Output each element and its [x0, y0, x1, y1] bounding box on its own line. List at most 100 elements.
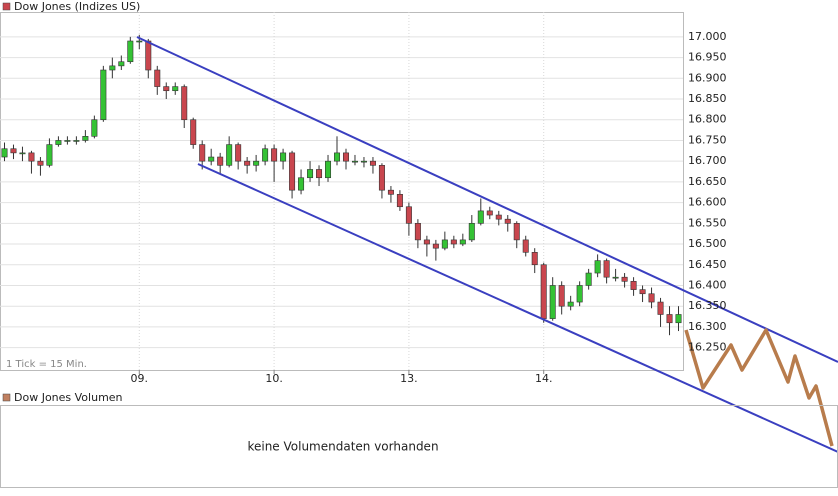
- candle-body: [504, 218, 511, 224]
- candle-body: [531, 252, 538, 266]
- candle-body: [10, 148, 17, 154]
- y-tick-label: 16.900: [688, 71, 727, 84]
- candle-body: [244, 160, 251, 166]
- y-tick-label: 16.400: [688, 278, 727, 291]
- candle-body: [360, 160, 367, 163]
- candle-body: [441, 239, 448, 249]
- y-tick-label: 16.800: [688, 113, 727, 126]
- projection-line: [684, 328, 834, 447]
- candle-body: [585, 272, 592, 286]
- candle-body: [298, 177, 305, 191]
- candle-body: [91, 119, 98, 137]
- candle-body: [190, 119, 197, 145]
- y-tick-label: 16.300: [688, 320, 727, 333]
- y-tick-label: 16.600: [688, 196, 727, 209]
- candle-body: [262, 148, 269, 162]
- channel-upper: [136, 36, 838, 363]
- y-tick-label: 16.550: [688, 216, 727, 229]
- candle-body: [387, 189, 394, 195]
- candle-body: [64, 140, 71, 142]
- tick-note: 1 Tick = 15 Min.: [6, 359, 87, 370]
- candle-body: [378, 165, 385, 191]
- legend-swatch: [2, 2, 11, 11]
- y-tick-label: 16.350: [688, 299, 727, 312]
- y-tick-label: 16.750: [688, 133, 727, 146]
- candle-body: [46, 144, 53, 166]
- candle-body: [181, 86, 188, 121]
- candles: [1, 34, 682, 336]
- candle-body: [307, 169, 314, 179]
- candle-body: [217, 156, 224, 166]
- y-tick-label: 17.000: [688, 30, 727, 43]
- candle-body: [82, 136, 89, 141]
- candle-body: [675, 314, 682, 324]
- x-tick-label: 10.: [265, 372, 283, 385]
- candle-body: [253, 160, 260, 166]
- candle-body: [450, 239, 457, 245]
- candle-body: [648, 293, 655, 303]
- candle-body: [172, 86, 179, 92]
- plot-frame: [0, 12, 684, 371]
- y-tick-label: 16.500: [688, 237, 727, 250]
- candle-body: [55, 140, 62, 145]
- candle-body: [351, 160, 358, 163]
- candle-body: [621, 276, 628, 282]
- candle-body: [342, 152, 349, 162]
- candle-body: [118, 61, 125, 67]
- y-tick-label: 16.850: [688, 92, 727, 105]
- candle-body: [37, 160, 44, 166]
- candle-body: [28, 152, 35, 162]
- candle-body: [522, 239, 529, 253]
- candle-body: [423, 239, 430, 245]
- candle-body: [271, 148, 278, 162]
- candle-body: [369, 160, 376, 166]
- chart-title: Dow Jones (Indizes US): [14, 0, 140, 13]
- candle-body: [145, 40, 152, 71]
- candle-body: [325, 160, 332, 179]
- candle-body: [154, 69, 161, 87]
- candle-body: [459, 239, 466, 245]
- candle-body: [1, 148, 8, 158]
- candle-body: [334, 152, 341, 162]
- candle-body: [549, 285, 556, 319]
- volume-swatch: [2, 393, 11, 402]
- candle-body: [414, 223, 421, 241]
- candle-body: [495, 214, 502, 220]
- candle-body: [396, 194, 403, 208]
- candle-body: [109, 65, 116, 71]
- candle-body: [540, 264, 547, 319]
- candle-body: [612, 276, 619, 279]
- volume-message: keine Volumendaten vorhanden: [247, 440, 438, 454]
- candle-body: [594, 260, 601, 274]
- candle-body: [199, 144, 206, 162]
- candle-body: [468, 223, 475, 241]
- y-tick-label: 16.700: [688, 154, 727, 167]
- candle-body: [432, 243, 439, 249]
- candle-body: [486, 210, 493, 216]
- x-tick-label: 14.: [535, 372, 553, 385]
- candle-body: [477, 210, 484, 224]
- candle-body: [405, 206, 412, 224]
- x-tick-label: 09.: [131, 372, 149, 385]
- y-tick-label: 16.650: [688, 175, 727, 188]
- candle-body: [576, 285, 583, 303]
- x-tick-label: 13.: [400, 372, 418, 385]
- candle-body: [235, 144, 242, 162]
- grid: [0, 12, 683, 374]
- y-tick-label: 16.250: [688, 341, 727, 354]
- candle-body: [630, 281, 637, 290]
- channel-lower: [197, 163, 838, 453]
- candle-body: [280, 152, 287, 162]
- candle-body: [603, 260, 610, 278]
- candle-body: [208, 156, 215, 162]
- candle-body: [226, 144, 233, 166]
- candle-body: [316, 169, 323, 179]
- candle-body: [100, 69, 107, 121]
- candle-body: [567, 301, 574, 307]
- candle-body: [19, 152, 26, 155]
- candle-body: [558, 285, 565, 307]
- y-tick-label: 16.950: [688, 51, 727, 64]
- candle-body: [513, 223, 520, 241]
- candle-body: [73, 140, 80, 142]
